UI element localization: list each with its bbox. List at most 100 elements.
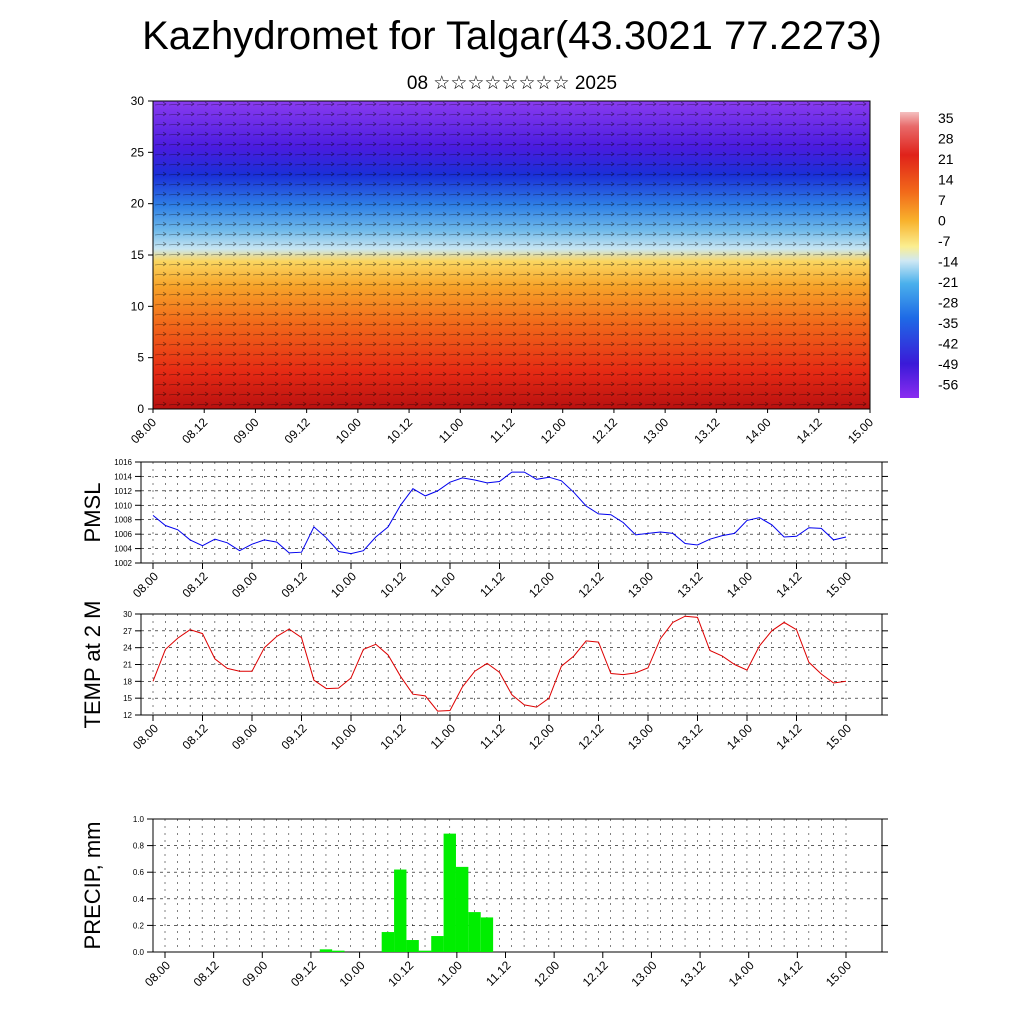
precip-panel-x-tick-label: 13.12 bbox=[677, 958, 708, 989]
precip-panel-x-tick-label: 09.00 bbox=[239, 958, 270, 989]
x-tick-label: 11.12 bbox=[487, 415, 518, 446]
colorbar-label: 28 bbox=[938, 131, 954, 147]
precip-panel-y-tick-label: 1.0 bbox=[133, 815, 145, 824]
precip-panel-y-tick-label: 0.0 bbox=[133, 948, 145, 957]
precip-panel-y-tick-label: 0.4 bbox=[133, 895, 145, 904]
precip-panel-bar bbox=[381, 932, 395, 952]
pmsl-panel-x-tick-label: 08.00 bbox=[130, 569, 161, 600]
precip-panel-x-tick-label: 14.12 bbox=[774, 958, 805, 989]
temp-panel-x-tick-label: 12.00 bbox=[526, 721, 557, 752]
pmsl-panel-y-tick-label: 1002 bbox=[114, 559, 132, 568]
pmsl-panel-frame bbox=[140, 461, 883, 564]
temp-panel-series-line bbox=[152, 615, 847, 712]
colorbar-label: -7 bbox=[938, 233, 951, 249]
temp-panel-x-tick-label: 08.00 bbox=[130, 721, 161, 752]
temp-panel-y-tick-label: 27 bbox=[123, 627, 132, 636]
page-subtitle: 08 ☆☆☆☆☆☆☆☆ 2025 bbox=[406, 73, 618, 94]
colorbar-label: -42 bbox=[938, 336, 958, 352]
temp-panel-x-tick-label: 13.12 bbox=[674, 721, 705, 752]
pmsl-panel-y-label: PMSL bbox=[80, 483, 105, 543]
precip-panel-x-tick-label: 08.00 bbox=[142, 958, 173, 989]
precip-panel-bar bbox=[406, 940, 419, 952]
colorbar-label: 21 bbox=[938, 151, 954, 167]
pmsl-panel-y-tick-label: 1014 bbox=[114, 472, 132, 481]
colorbar-label: 0 bbox=[938, 213, 946, 229]
temp-panel-y-tick-label: 18 bbox=[123, 677, 132, 686]
precip-panel-bar bbox=[418, 950, 432, 952]
x-tick-label: 14.00 bbox=[743, 415, 774, 446]
precip-panel-bar bbox=[319, 949, 333, 952]
pmsl-panel-x-tick-label: 14.12 bbox=[773, 569, 804, 600]
x-tick-label: 12.00 bbox=[538, 415, 569, 446]
colorbar-label: 14 bbox=[938, 172, 954, 188]
temp-panel-y-tick-label: 21 bbox=[123, 661, 132, 670]
x-tick-label: 10.00 bbox=[333, 415, 364, 446]
pmsl-panel-x-tick-label: 12.12 bbox=[575, 569, 606, 600]
x-tick-label: 13.12 bbox=[691, 415, 722, 446]
temp-panel-y-tick-label: 12 bbox=[123, 711, 132, 720]
precip-panel-y-tick-label: 0.6 bbox=[133, 868, 145, 877]
page-title: Kazhydromet for Talgar(43.3021 77.2273) bbox=[142, 14, 882, 58]
x-tick-label: 09.12 bbox=[282, 415, 313, 446]
pmsl-panel-y-tick-label: 1012 bbox=[114, 487, 132, 496]
precip-panel-bar bbox=[431, 936, 444, 952]
colorbar-label: 35 bbox=[938, 110, 954, 126]
precip-panel-x-tick-label: 15.00 bbox=[823, 958, 854, 989]
temp-panel-x-tick-label: 08.12 bbox=[179, 721, 210, 752]
temp-panel-x-tick-label: 10.00 bbox=[328, 721, 359, 752]
pmsl-panel-x-tick-label: 09.00 bbox=[229, 569, 260, 600]
colorbar-label: -35 bbox=[938, 315, 958, 331]
pmsl-panel-x-tick-label: 14.00 bbox=[724, 569, 755, 600]
precip-panel-y-tick-label: 0.2 bbox=[133, 921, 145, 930]
x-tick-label: 15.00 bbox=[845, 415, 876, 446]
temp-panel-x-tick-label: 14.00 bbox=[724, 721, 755, 752]
precip-panel-x-tick-label: 12.00 bbox=[531, 958, 562, 989]
pmsl-panel-x-tick-label: 11.00 bbox=[428, 569, 459, 600]
pmsl-panel-x-tick-label: 13.00 bbox=[625, 569, 656, 600]
temp-panel-y-label: TEMP at 2 M bbox=[80, 601, 105, 729]
temp-panel-y-tick-label: 24 bbox=[123, 644, 132, 653]
colorbar-label: -21 bbox=[938, 274, 958, 290]
y-tick-label: 5 bbox=[137, 351, 144, 365]
temp-panel-x-tick-label: 11.00 bbox=[428, 721, 459, 752]
temp-panel-x-tick-label: 15.00 bbox=[823, 721, 854, 752]
pmsl-panel-x-tick-label: 08.12 bbox=[179, 569, 210, 600]
pmsl-panel-series-line bbox=[152, 471, 847, 555]
precip-panel-x-tick-label: 11.12 bbox=[483, 958, 514, 989]
pmsl-panel-x-tick-label: 11.12 bbox=[477, 569, 508, 600]
y-tick-label: 20 bbox=[131, 197, 145, 211]
y-tick-label: 25 bbox=[131, 145, 145, 159]
pmsl-panel-x-tick-label: 13.12 bbox=[674, 569, 705, 600]
temp-panel-x-tick-label: 13.00 bbox=[625, 721, 656, 752]
x-tick-label: 09.00 bbox=[230, 415, 261, 446]
temp-panel-x-tick-label: 10.12 bbox=[377, 721, 408, 752]
pmsl-panel-y-tick-label: 1016 bbox=[114, 458, 132, 467]
x-tick-label: 11.00 bbox=[436, 415, 467, 446]
temp-panel-y-tick-label: 15 bbox=[123, 694, 132, 703]
x-tick-label: 10.12 bbox=[384, 415, 415, 446]
colorbar-label: -56 bbox=[938, 377, 958, 393]
pmsl-panel-y-tick-label: 1008 bbox=[114, 516, 132, 525]
precip-panel-bar bbox=[332, 950, 345, 952]
precip-panel-bar bbox=[468, 912, 481, 952]
x-tick-label: 12.12 bbox=[589, 415, 620, 446]
precip-panel-bar bbox=[480, 917, 494, 952]
x-tick-label: 08.12 bbox=[179, 415, 210, 446]
pmsl-panel-x-tick-label: 10.00 bbox=[328, 569, 359, 600]
precip-panel-bar bbox=[443, 833, 456, 952]
pmsl-panel-x-tick-label: 10.12 bbox=[377, 569, 408, 600]
precip-panel-x-tick-label: 10.00 bbox=[337, 958, 368, 989]
precip-panel-x-tick-label: 14.00 bbox=[726, 958, 757, 989]
precip-panel-frame bbox=[152, 818, 883, 953]
temp-panel-x-tick-label: 14.12 bbox=[773, 721, 804, 752]
precip-panel-x-tick-label: 08.12 bbox=[191, 958, 222, 989]
temp-panel-x-tick-label: 09.12 bbox=[278, 721, 309, 752]
precip-panel-bar bbox=[455, 866, 469, 952]
pmsl-panel-y-tick-label: 1010 bbox=[114, 501, 132, 510]
x-tick-label: 08.00 bbox=[128, 415, 159, 446]
pmsl-panel-y-tick-label: 1004 bbox=[114, 545, 132, 554]
colorbar-label: -14 bbox=[938, 254, 958, 270]
temp-panel-y-tick-label: 30 bbox=[123, 610, 132, 619]
precip-panel-x-tick-label: 11.00 bbox=[434, 958, 465, 989]
